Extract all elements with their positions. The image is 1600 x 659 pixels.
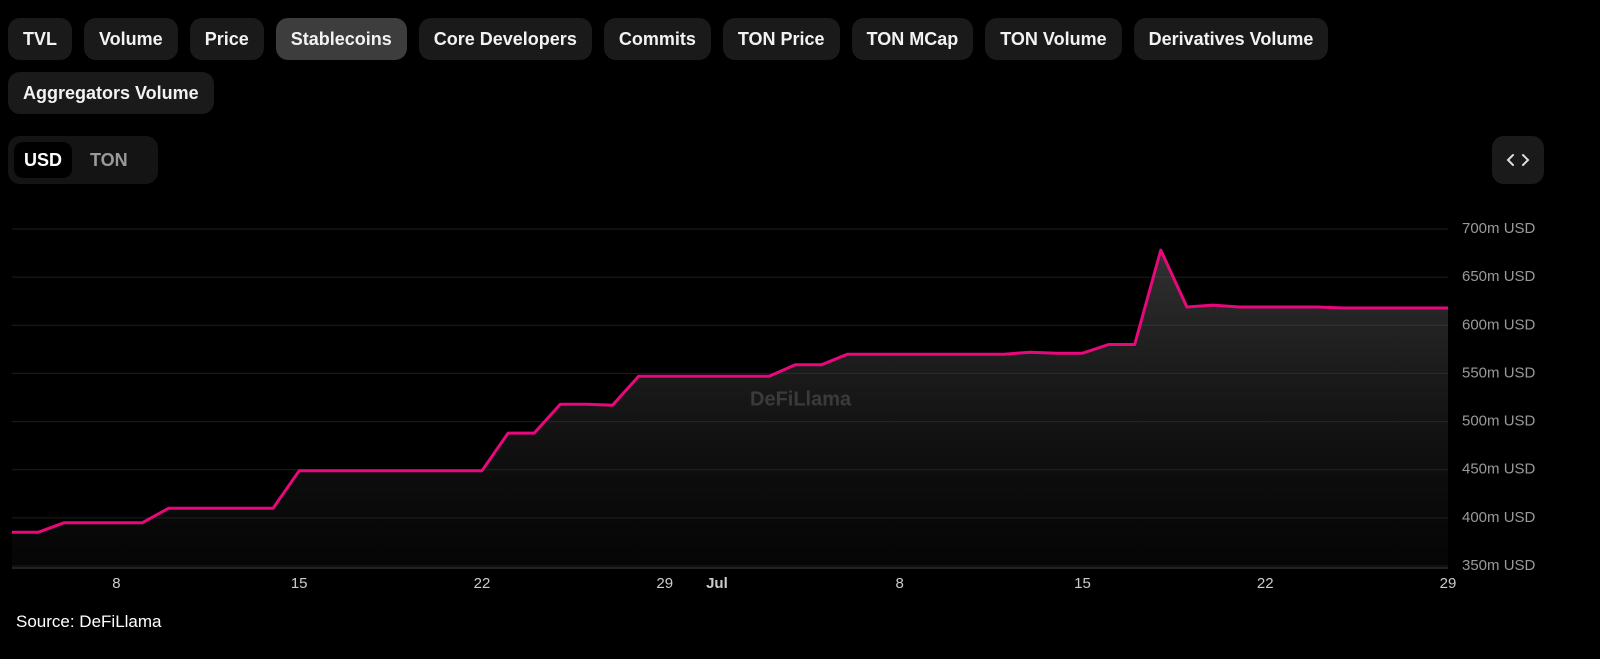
tab[interactable]: Derivatives Volume — [1133, 18, 1329, 60]
currency-option[interactable]: USD — [14, 142, 73, 178]
tab[interactable]: TON Volume — [985, 18, 1122, 60]
embed-button[interactable] — [1492, 136, 1544, 184]
y-tick-label: 350m USD — [1462, 557, 1536, 574]
y-tick-label: 700m USD — [1462, 220, 1536, 237]
tab[interactable]: Aggregators Volume — [8, 72, 214, 114]
x-tick-label: 29 — [1440, 575, 1457, 592]
watermark: DeFiLlama — [750, 388, 852, 410]
tab[interactable]: Stablecoins — [275, 18, 407, 60]
tab[interactable]: Commits — [603, 18, 711, 60]
y-tick-label: 450m USD — [1462, 461, 1536, 478]
currency-option[interactable]: TON — [90, 150, 128, 170]
tab[interactable]: TON MCap — [851, 18, 974, 60]
tab[interactable]: Volume — [84, 18, 178, 60]
y-tick-label: 500m USD — [1462, 413, 1536, 430]
tab[interactable]: Price — [189, 18, 264, 60]
tab[interactable]: Core Developers — [418, 18, 592, 60]
y-tick-label: 600m USD — [1462, 316, 1536, 333]
currency-toggle: USD TON — [8, 136, 158, 184]
area — [12, 250, 1448, 566]
x-tick-label: 22 — [474, 575, 491, 592]
tab[interactable]: TVL — [8, 18, 72, 60]
x-tick-label: 22 — [1257, 575, 1274, 592]
x-tick-label: 8 — [896, 575, 904, 592]
x-tick-label: 8 — [112, 575, 120, 592]
tab-bar: TVL Volume Price Stablecoins Core Developers… — [8, 18, 1388, 114]
line — [12, 248, 1448, 534]
source-note: Source: DeFiLlama — [16, 612, 162, 631]
y-tick-label: 550m USD — [1462, 364, 1536, 381]
y-tick-label: 650m USD — [1462, 268, 1536, 285]
y-tick-label: 400m USD — [1462, 509, 1536, 526]
embed-icon — [1506, 154, 1530, 166]
x-tick-label: 15 — [291, 575, 308, 592]
x-tick-label: 29 — [656, 575, 673, 592]
x-tick-label: Jul — [706, 575, 728, 592]
tab[interactable]: TON Price — [722, 18, 840, 60]
x-tick-label: 15 — [1074, 575, 1091, 592]
